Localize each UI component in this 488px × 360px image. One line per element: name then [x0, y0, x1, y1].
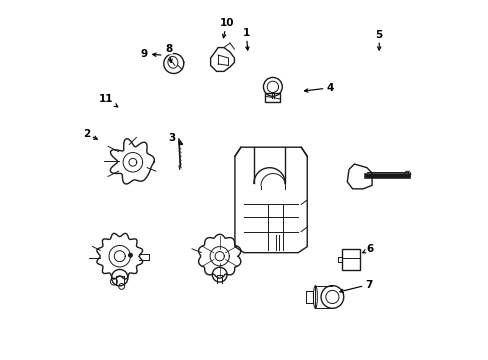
- Text: 1: 1: [242, 28, 249, 50]
- Text: 7: 7: [339, 280, 372, 293]
- Text: 6: 6: [362, 244, 373, 254]
- Text: 8: 8: [164, 44, 172, 63]
- Bar: [265, 93, 280, 102]
- Text: 10: 10: [219, 18, 234, 38]
- Text: 2: 2: [83, 129, 97, 139]
- Circle shape: [128, 253, 132, 257]
- Text: 11: 11: [99, 94, 118, 107]
- Text: 9: 9: [141, 49, 161, 59]
- Bar: [341, 249, 359, 270]
- Text: 3: 3: [168, 133, 182, 144]
- Text: 4: 4: [304, 83, 333, 93]
- Text: 5: 5: [375, 30, 382, 50]
